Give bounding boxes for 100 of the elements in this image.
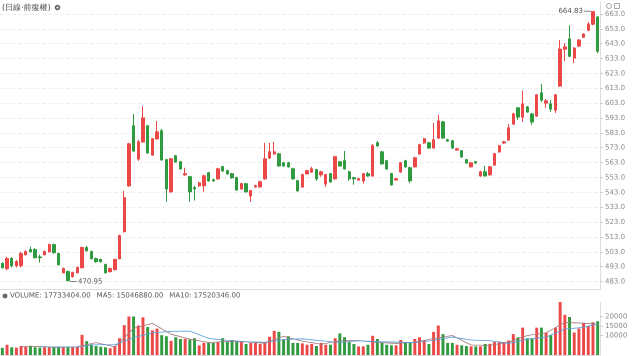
candlestick (71, 271, 74, 278)
candlestick (207, 171, 210, 182)
candlestick (544, 98, 548, 108)
bar (104, 347, 107, 355)
bar (164, 336, 168, 355)
candlestick (451, 139, 454, 150)
candlestick (333, 155, 337, 180)
candlestick (66, 270, 70, 282)
candlestick (169, 157, 173, 194)
bar (521, 328, 524, 355)
bar (216, 342, 220, 355)
candlestick (479, 170, 482, 178)
candlestick (263, 142, 267, 180)
candlestick (568, 24, 571, 58)
bar (544, 332, 548, 355)
bar (179, 339, 182, 355)
candlestick (291, 167, 295, 180)
candlestick (441, 120, 445, 140)
candlestick (287, 161, 290, 168)
candlestick (516, 106, 520, 120)
candlestick (446, 138, 449, 142)
candlestick (216, 167, 220, 180)
candlestick (118, 234, 121, 260)
candlestick (43, 250, 46, 256)
bar (6, 344, 8, 355)
bar (484, 344, 487, 355)
candlestick (362, 172, 365, 184)
bar (366, 344, 370, 355)
bar (142, 317, 144, 355)
candlestick (554, 94, 557, 114)
bar (334, 338, 337, 355)
candlestick (329, 172, 332, 184)
candlestick (19, 251, 23, 268)
candlestick (512, 112, 515, 126)
candlestick (460, 149, 463, 158)
bar (450, 342, 454, 355)
candlestick (268, 142, 271, 160)
bar (470, 346, 473, 355)
bar (221, 338, 224, 355)
candlestick (376, 140, 379, 148)
candlestick (48, 243, 51, 254)
bar (127, 316, 130, 355)
bar (202, 342, 206, 355)
candlestick (146, 124, 149, 154)
bar (352, 344, 356, 355)
candlestick (174, 154, 177, 164)
candlestick (123, 190, 126, 234)
candlestick (258, 180, 262, 188)
candlestick (371, 143, 374, 178)
candlestick (85, 245, 88, 252)
bar (207, 342, 210, 355)
candlestick (413, 156, 417, 168)
candlestick (277, 152, 281, 168)
candlestick (179, 160, 182, 170)
candlestick (530, 112, 534, 126)
bar (146, 327, 150, 355)
candlestick (202, 174, 206, 192)
candlestick (427, 141, 431, 150)
candlestick (160, 128, 163, 162)
candlestick (104, 263, 107, 274)
candlestick (249, 189, 252, 202)
bar (432, 332, 436, 355)
candlestick (465, 158, 468, 164)
candlestick (455, 147, 459, 152)
candlestick (498, 144, 501, 154)
bar (320, 342, 323, 355)
candlestick (57, 252, 60, 266)
bar (456, 344, 458, 355)
candlestick (596, 16, 599, 54)
bar (479, 346, 482, 355)
candlestick (540, 83, 543, 102)
candlestick (526, 105, 529, 114)
candlestick (315, 168, 318, 182)
chart-title: (日線·前復權) (2, 2, 51, 13)
candlestick (493, 152, 496, 166)
bar (592, 322, 594, 355)
candlestick (432, 122, 435, 150)
bar (244, 344, 248, 355)
candlestick (483, 165, 487, 178)
candlestick (301, 173, 304, 188)
candlestick (273, 141, 276, 156)
bar (329, 344, 332, 355)
candlestick (380, 150, 384, 166)
candlestick (132, 113, 135, 152)
candlestick (244, 182, 248, 194)
candlestick (127, 142, 131, 188)
candlestick (488, 165, 492, 176)
candlestick (549, 99, 552, 112)
candlestick (404, 159, 407, 168)
candlestick (469, 161, 473, 168)
bar (596, 321, 600, 355)
candlestick (399, 161, 402, 174)
candlestick (165, 158, 168, 202)
candlestick (437, 114, 440, 140)
bar (184, 339, 187, 355)
bar (371, 336, 374, 355)
candlestick (305, 169, 309, 176)
candlestick (52, 243, 56, 254)
candlestick (474, 160, 477, 164)
bar (108, 348, 112, 355)
